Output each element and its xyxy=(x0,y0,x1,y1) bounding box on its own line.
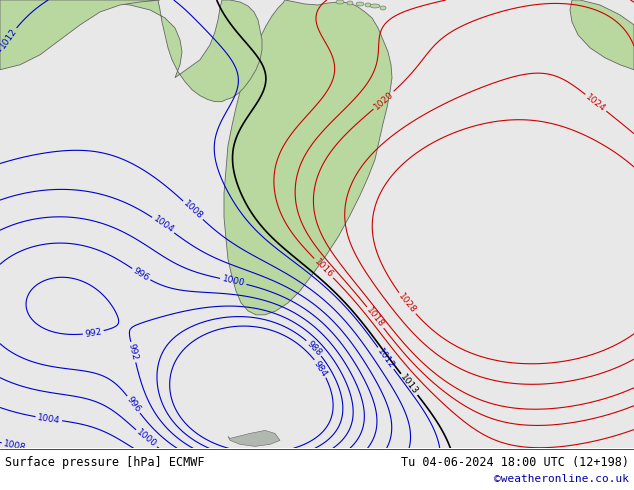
Ellipse shape xyxy=(356,2,364,6)
Text: 988: 988 xyxy=(305,339,323,357)
Text: 996: 996 xyxy=(131,266,151,283)
Text: ©weatheronline.co.uk: ©weatheronline.co.uk xyxy=(494,474,629,484)
Text: 984: 984 xyxy=(312,359,329,378)
Text: 1004: 1004 xyxy=(37,413,61,425)
Ellipse shape xyxy=(365,3,371,7)
Text: 1000: 1000 xyxy=(134,428,158,449)
Text: 1016: 1016 xyxy=(313,257,335,280)
Polygon shape xyxy=(0,0,160,70)
Text: 1024: 1024 xyxy=(584,92,607,113)
Ellipse shape xyxy=(336,0,344,4)
Ellipse shape xyxy=(370,4,380,8)
Text: 1004: 1004 xyxy=(152,215,175,235)
Ellipse shape xyxy=(347,1,353,5)
Polygon shape xyxy=(224,0,392,315)
Polygon shape xyxy=(0,0,262,101)
Text: 992: 992 xyxy=(84,327,103,339)
Polygon shape xyxy=(228,430,280,446)
Text: Tu 04-06-2024 18:00 UTC (12+198): Tu 04-06-2024 18:00 UTC (12+198) xyxy=(401,456,629,469)
Text: 1018: 1018 xyxy=(365,306,386,329)
Text: 1013: 1013 xyxy=(399,372,420,396)
Ellipse shape xyxy=(380,6,386,10)
Text: Surface pressure [hPa] ECMWF: Surface pressure [hPa] ECMWF xyxy=(5,456,205,469)
Text: 1000: 1000 xyxy=(221,274,245,288)
Text: 1028: 1028 xyxy=(396,292,418,315)
Text: 1008: 1008 xyxy=(3,439,27,453)
Text: 1008: 1008 xyxy=(181,199,204,221)
Text: 992: 992 xyxy=(127,343,139,362)
Text: 1012: 1012 xyxy=(375,346,396,370)
Text: 1020: 1020 xyxy=(372,89,395,111)
Text: 1012: 1012 xyxy=(0,27,19,50)
Text: 996: 996 xyxy=(125,395,143,414)
Polygon shape xyxy=(570,0,634,70)
